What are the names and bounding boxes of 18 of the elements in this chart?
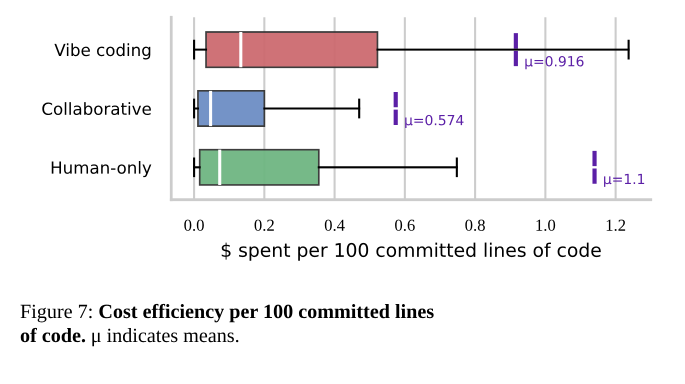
x-tick-label: 0.8 bbox=[465, 220, 485, 231]
x-tick-label: 0.2 bbox=[254, 220, 274, 231]
annotation: μ=0.574 bbox=[405, 114, 464, 128]
y-tick-label: Human-only bbox=[52, 160, 152, 178]
x-tick-label: 0.4 bbox=[324, 220, 345, 231]
x-tick-label: 0.6 bbox=[395, 220, 415, 231]
x-tick-label: 0.0 bbox=[184, 220, 204, 231]
text: μ indicates means. bbox=[92, 328, 238, 346]
annotation: μ=1.1 bbox=[604, 174, 644, 187]
text: of code. bbox=[20, 328, 86, 342]
x-tick-label: 1.0 bbox=[536, 220, 556, 231]
x-tick-label: 1.2 bbox=[606, 220, 626, 231]
caption: Figure 7: bbox=[20, 304, 92, 322]
annotation: μ=0.916 bbox=[525, 56, 584, 70]
y-tick-label: Vibe coding bbox=[54, 43, 150, 60]
y-tick-label: Collaborative bbox=[42, 102, 151, 116]
x-axis-title: $ spent per 100 committed lines of code bbox=[222, 242, 601, 261]
text: Cost efficiency per 100 committed lines bbox=[99, 304, 434, 322]
